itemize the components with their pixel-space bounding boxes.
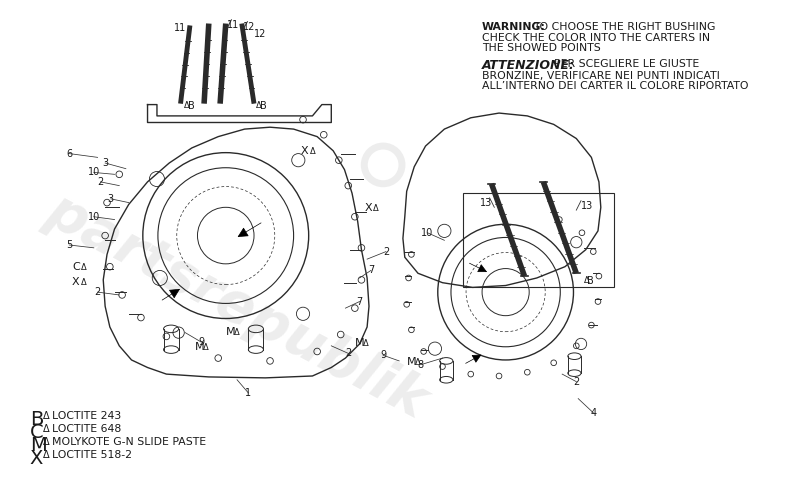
Text: 5: 5 [66,240,73,250]
FancyBboxPatch shape [463,193,614,288]
Text: Δ: Δ [43,411,50,421]
Text: LOCTITE 648: LOCTITE 648 [52,424,122,434]
Text: Δ: Δ [256,101,262,110]
Text: X: X [364,202,372,213]
Text: M: M [355,338,365,348]
Text: 12: 12 [242,22,255,32]
Text: 7: 7 [357,296,362,307]
Text: B: B [586,276,594,286]
Text: CHECK THE COLOR INTO THE CARTERS IN: CHECK THE COLOR INTO THE CARTERS IN [482,33,710,43]
Text: Δ: Δ [363,339,369,348]
Text: 6: 6 [66,148,72,159]
Text: ALL’INTERNO DEI CARTER IL COLORE RIPORTATO: ALL’INTERNO DEI CARTER IL COLORE RIPORTA… [482,81,749,91]
Text: 2: 2 [345,348,351,358]
Text: ATTENZIONE:: ATTENZIONE: [482,59,575,73]
Text: C: C [30,423,43,442]
Text: Δ: Δ [203,343,209,352]
Text: LOCTITE 243: LOCTITE 243 [52,411,122,421]
Text: Δ: Δ [43,450,50,461]
Text: 8: 8 [418,360,424,369]
Text: Δ: Δ [43,437,50,447]
Text: 2: 2 [573,377,579,387]
Text: MOLYKOTE G-N SLIDE PASTE: MOLYKOTE G-N SLIDE PASTE [52,437,206,447]
Text: 11: 11 [174,23,186,33]
Text: M: M [406,357,416,367]
Text: THE SHOWED POINTS: THE SHOWED POINTS [482,43,601,53]
Text: 10: 10 [88,212,100,222]
Text: Δ: Δ [234,328,240,337]
Text: 2: 2 [94,287,101,297]
Text: WARNING:: WARNING: [482,22,546,32]
Text: B: B [260,101,266,111]
Text: X: X [30,449,43,468]
Text: 7: 7 [368,266,374,275]
Text: 2: 2 [98,177,103,187]
Text: BRONZINE, VERIFICARE NEI PUNTI INDICATI: BRONZINE, VERIFICARE NEI PUNTI INDICATI [482,71,720,81]
Text: Δ: Δ [373,203,378,213]
Text: Δ: Δ [584,276,590,285]
Text: 9: 9 [380,350,386,360]
Text: 10: 10 [88,168,100,177]
Text: Δ: Δ [184,101,190,110]
Text: X: X [301,146,309,156]
Text: Δ: Δ [310,147,315,156]
Text: TO CHOOSE THE RIGHT BUSHING: TO CHOOSE THE RIGHT BUSHING [533,22,715,32]
Text: B: B [30,410,43,429]
Text: 10: 10 [422,228,434,238]
Text: 13: 13 [581,201,594,211]
Text: B: B [188,101,195,111]
Text: 4: 4 [590,408,596,418]
Text: 11: 11 [226,20,239,30]
Text: 2: 2 [383,246,389,257]
Text: Δ: Δ [415,358,421,367]
Text: 12: 12 [254,29,266,39]
Text: partsrepublik: partsrepublik [38,183,437,429]
Text: 1: 1 [246,388,251,398]
Text: 3: 3 [108,194,114,204]
Text: M: M [194,342,204,352]
Text: C: C [72,262,80,272]
Text: Δ: Δ [81,278,86,287]
Text: 13: 13 [480,198,493,208]
Text: M: M [30,436,46,455]
Text: X: X [72,277,80,287]
Text: Δ: Δ [81,263,86,272]
Text: LOCTITE 518-2: LOCTITE 518-2 [52,450,132,461]
Text: M: M [226,327,235,337]
Text: PER SCEGLIERE LE GIUSTE: PER SCEGLIERE LE GIUSTE [554,59,699,70]
Text: Δ: Δ [43,424,50,434]
Text: 9: 9 [198,337,204,347]
Text: 3: 3 [102,158,108,168]
